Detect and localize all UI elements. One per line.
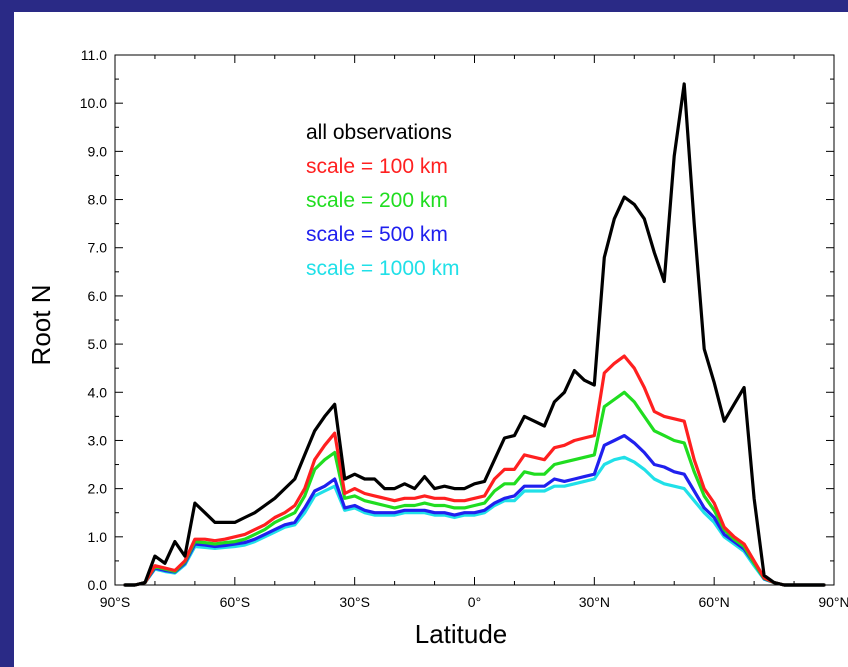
series-layer [123,82,826,587]
y-tick-label: 1.0 [88,529,108,545]
y-tick-label: 10.0 [80,95,107,111]
x-axis-ticks: 90°S 60°S 30°S 0° 30°N 60°N 90°N [100,55,848,610]
y-axis-title: Root N [26,285,56,366]
series-line-3 [123,434,826,587]
y-tick-label: 11.0 [81,47,107,63]
y-tick-label: 4.0 [88,384,108,400]
series-line-0 [123,82,826,587]
legend-entry-4: scale = 1000 km [306,257,460,280]
line-chart: 90°S 60°S 30°S 0° 30°N 60°N 90°N 0.0 1.0 2.0 3.0 4… [26,47,848,649]
legend-entry-0: all observations [306,121,452,144]
series-line-1 [123,354,826,587]
y-tick-label: 2.0 [88,481,108,497]
x-tick-label: 90°S [100,594,131,610]
y-tick-label: 8.0 [88,192,108,208]
x-tick-label: 30°S [339,594,370,610]
series-line-4 [123,455,826,587]
x-tick-label: 60°N [699,594,730,610]
y-tick-label: 0.0 [88,577,108,593]
chart-panel: 90°S 60°S 30°S 0° 30°N 60°N 90°N 0.0 1.0 2.0 3.0 4… [14,12,848,667]
x-tick-label: 60°S [220,594,251,610]
x-tick-label: 0° [468,594,481,610]
y-tick-label: 5.0 [88,336,108,352]
x-axis-title: Latitude [415,619,508,649]
series-line-2 [123,390,826,587]
y-tick-label: 9.0 [88,143,108,159]
legend-entry-1: scale = 100 km [306,155,448,178]
legend-entry-2: scale = 200 km [306,189,448,212]
y-tick-label: 6.0 [88,288,108,304]
y-tick-label: 3.0 [88,432,108,448]
x-tick-label: 30°N [579,594,610,610]
y-tick-label: 7.0 [88,240,108,256]
x-tick-label: 90°N [818,594,848,610]
legend: all observations scale = 100 km scale = 20… [306,121,460,280]
y-axis-ticks: 0.0 1.0 2.0 3.0 4.0 5.0 6.0 7.0 8.0 9.0 10.0 11.0 [80,47,834,593]
legend-entry-3: scale = 500 km [306,223,448,246]
